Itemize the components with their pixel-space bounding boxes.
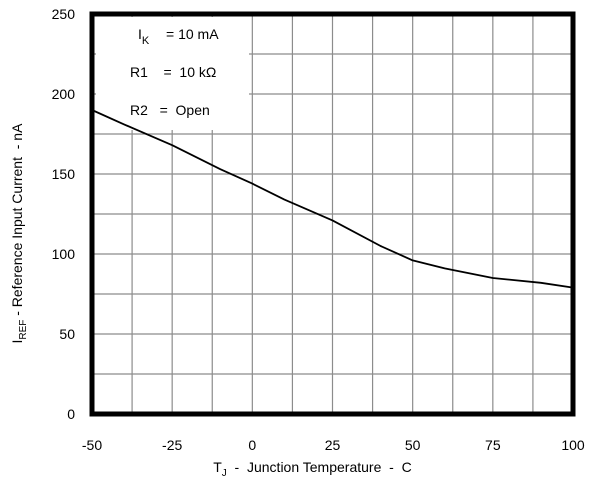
x-axis-label: TJ - Junction Temperature - C: [194, 459, 423, 479]
y-tick-labels: 0 50 100 150 200 250: [52, 6, 76, 422]
annotation-ik: IK = 10 mA: [138, 26, 219, 47]
plot-frame: [89, 11, 576, 417]
y-tick-label: 250: [52, 6, 76, 22]
series-line-1: [91, 109, 574, 289]
x-axis-label-sub: J: [222, 468, 227, 479]
x-tick-label: 25: [325, 437, 341, 453]
annotation-ik-value: = 10 mA: [166, 26, 219, 42]
y-axis-label-rest: - Reference Input Current - nA: [9, 123, 25, 320]
annotation-r2: R2 = Open: [130, 102, 210, 118]
x-tick-label: -50: [82, 437, 102, 453]
y-axis-label-sub: REF: [18, 320, 29, 340]
annotation-r1: R1 = 10 kΩ: [130, 64, 216, 80]
y-tick-label: 200: [52, 86, 76, 102]
x-tick-label: 75: [485, 437, 501, 453]
y-tick-label: 150: [52, 166, 76, 182]
series-layer: [91, 109, 574, 289]
x-tick-label: -25: [162, 437, 182, 453]
y-tick-label: 0: [67, 406, 75, 422]
y-axis-label: IREF - Reference Input Current - nA: [9, 113, 29, 363]
x-axis-label-main: T: [213, 459, 222, 475]
x-tick-label: 50: [405, 437, 421, 453]
x-tick-labels: -50 -25 0 25 50 75 100: [82, 437, 585, 453]
y-tick-label: 50: [59, 326, 75, 342]
y-tick-label: 100: [52, 246, 76, 262]
annotation-ik-sub: K: [142, 35, 150, 47]
x-tick-label: 0: [248, 437, 256, 453]
legend-box: [96, 17, 249, 130]
x-tick-label: 100: [561, 437, 585, 453]
annotation-ik-main: I: [138, 26, 142, 42]
x-axis-label-rest: - Junction Temperature - C: [227, 459, 412, 475]
y-axis-label-main: I: [9, 340, 25, 344]
